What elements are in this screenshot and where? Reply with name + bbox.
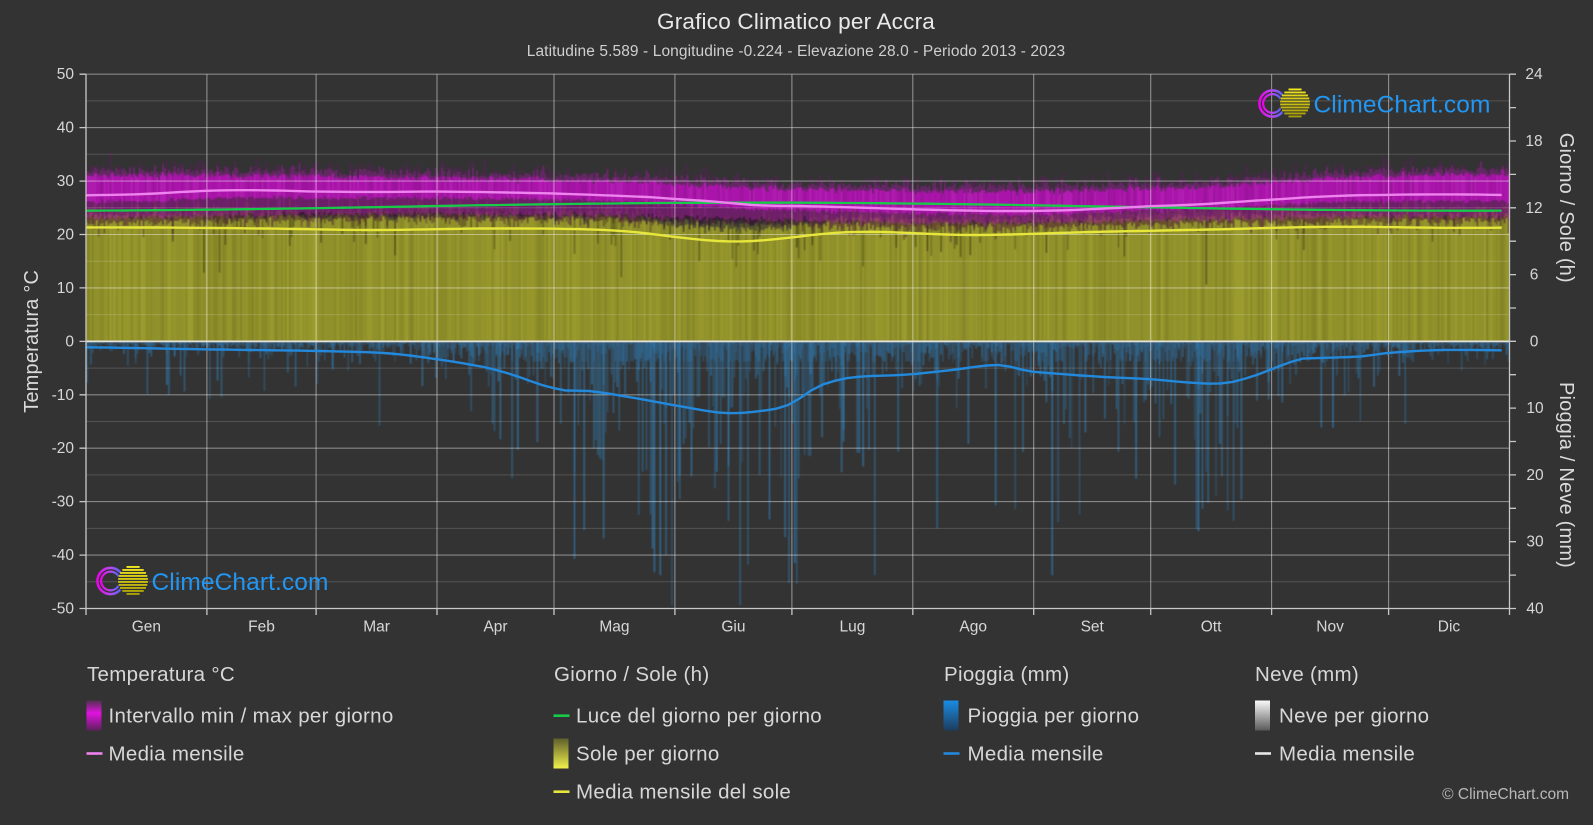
svg-text:ClimeChart.com: ClimeChart.com (1314, 92, 1491, 119)
svg-text:Pioggia (mm): Pioggia (mm) (944, 663, 1070, 686)
svg-text:Media mensile del sole: Media mensile del sole (576, 781, 791, 804)
svg-text:18: 18 (1525, 133, 1542, 150)
svg-text:Dic: Dic (1438, 619, 1461, 636)
svg-text:30: 30 (1526, 534, 1544, 551)
svg-text:Feb: Feb (248, 619, 275, 636)
svg-text:20: 20 (57, 227, 75, 244)
svg-text:Giorno / Sole (h): Giorno / Sole (h) (554, 663, 710, 686)
svg-text:Ago: Ago (959, 619, 987, 636)
svg-text:Ott: Ott (1201, 619, 1222, 636)
svg-text:6: 6 (1530, 267, 1539, 284)
svg-text:Neve (mm): Neve (mm) (1255, 663, 1359, 686)
svg-text:-20: -20 (52, 440, 75, 457)
svg-text:Luce del giorno per giorno: Luce del giorno per giorno (576, 705, 822, 728)
svg-text:0: 0 (1530, 333, 1539, 350)
svg-text:50: 50 (57, 66, 75, 83)
svg-text:Nov: Nov (1316, 619, 1344, 636)
svg-text:10: 10 (1526, 400, 1544, 417)
svg-text:ClimeChart.com: ClimeChart.com (152, 569, 329, 596)
svg-text:Temperatura °C: Temperatura °C (21, 270, 43, 413)
svg-text:-10: -10 (52, 387, 75, 404)
svg-text:Media mensile: Media mensile (968, 743, 1104, 766)
svg-text:Gen: Gen (132, 619, 161, 636)
svg-text:Grafico Climatico per Accra: Grafico Climatico per Accra (657, 9, 935, 34)
svg-text:Intervallo min / max per giorn: Intervallo min / max per giorno (109, 705, 394, 728)
svg-text:40: 40 (57, 120, 75, 137)
svg-text:Giu: Giu (721, 619, 745, 636)
svg-text:0: 0 (65, 333, 74, 350)
svg-text:Neve per giorno: Neve per giorno (1279, 705, 1429, 728)
svg-text:Sole per giorno: Sole per giorno (576, 743, 720, 766)
svg-text:Pioggia per giorno: Pioggia per giorno (968, 705, 1140, 728)
svg-text:20: 20 (1526, 467, 1544, 484)
svg-text:10: 10 (57, 280, 75, 297)
svg-text:Apr: Apr (483, 619, 507, 636)
svg-text:Giorno / Sole (h): Giorno / Sole (h) (1555, 133, 1577, 283)
svg-text:Media mensile: Media mensile (109, 743, 245, 766)
svg-text:-30: -30 (52, 494, 75, 511)
svg-text:Mar: Mar (363, 619, 390, 636)
svg-text:-50: -50 (52, 601, 75, 618)
svg-text:12: 12 (1525, 200, 1542, 217)
svg-text:Set: Set (1081, 619, 1105, 636)
svg-text:Temperatura °C: Temperatura °C (87, 663, 235, 686)
svg-text:-40: -40 (52, 547, 75, 564)
svg-text:Pioggia / Neve (mm): Pioggia / Neve (mm) (1555, 382, 1577, 568)
svg-text:30: 30 (57, 173, 75, 190)
svg-text:24: 24 (1525, 66, 1543, 83)
svg-text:40: 40 (1526, 601, 1544, 618)
svg-text:© ClimeChart.com: © ClimeChart.com (1442, 786, 1569, 803)
svg-text:Latitudine 5.589 - Longitudine: Latitudine 5.589 - Longitudine -0.224 - … (527, 43, 1066, 60)
svg-text:Media mensile: Media mensile (1279, 743, 1415, 766)
svg-text:Mag: Mag (599, 619, 629, 636)
svg-text:Lug: Lug (839, 619, 865, 636)
